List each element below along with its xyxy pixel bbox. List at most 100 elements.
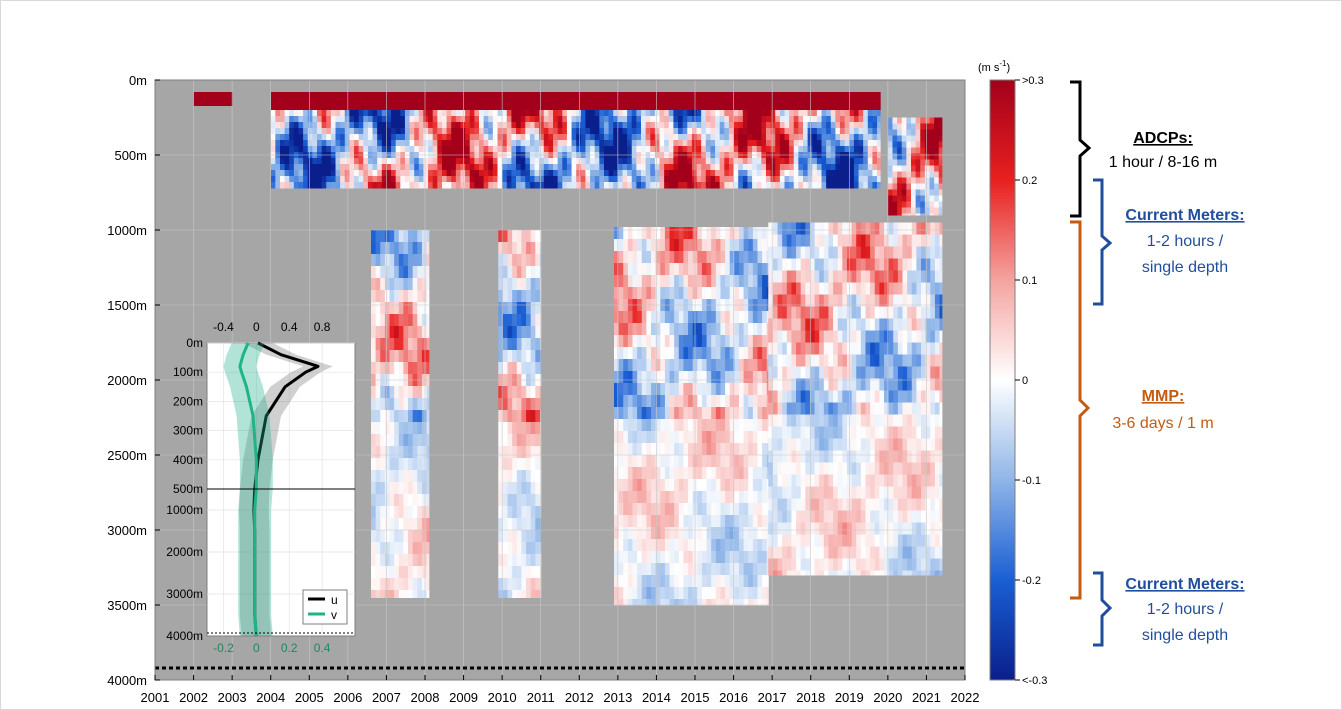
heatmap-cell: [738, 515, 745, 528]
heatmap-cell: [412, 494, 418, 507]
heatmap-cell: [738, 371, 745, 384]
heatmap-cell: [498, 350, 504, 363]
heatmap-cell: [840, 110, 846, 117]
heatmap-cell: [678, 110, 684, 117]
heatmap-cell: [421, 338, 428, 351]
heatmap-cell: [358, 128, 364, 135]
heatmap-cell: [858, 164, 864, 171]
heatmap-cell: [860, 450, 866, 463]
heatmap-cell: [432, 110, 438, 117]
heatmap-cell: [842, 390, 848, 403]
heatmap-cell: [752, 263, 758, 276]
heatmap-cell: [706, 275, 712, 288]
heatmap-cell: [724, 98, 730, 105]
heatmap-cell: [786, 546, 792, 559]
heatmap-cell: [636, 110, 642, 117]
heatmap-cell: [823, 246, 829, 259]
heatmap-cell: [400, 146, 406, 153]
heatmap-cell: [576, 110, 582, 117]
heatmap-cell: [762, 395, 768, 408]
heatmap-cell: [646, 551, 652, 564]
heatmap-cell: [696, 92, 702, 99]
heatmap-cell: [502, 230, 509, 243]
heatmap-cell: [835, 134, 841, 141]
heatmap-cell: [770, 134, 776, 141]
heatmap-cell: [632, 323, 638, 336]
heatmap-cell: [809, 534, 816, 547]
heatmap-cell: [637, 539, 643, 552]
heatmap-cell: [884, 450, 890, 463]
heatmap-cell: [637, 527, 643, 540]
heatmap-cell: [682, 182, 688, 189]
heatmap-cell: [516, 506, 522, 519]
heatmap-cell: [800, 246, 806, 259]
heatmap-cell: [682, 92, 688, 99]
heatmap-cell: [270, 134, 276, 141]
heatmap-cell: [326, 110, 332, 117]
heatmap-cell: [637, 599, 643, 606]
heatmap-cell: [842, 306, 848, 319]
heatmap-cell: [906, 159, 912, 166]
heatmap-cell: [576, 128, 582, 135]
heatmap-cell: [874, 342, 880, 355]
heatmap-cell: [298, 182, 304, 189]
heatmap-cell: [770, 170, 776, 177]
heatmap-cell: [892, 177, 898, 184]
heatmap-cell: [849, 164, 855, 171]
heatmap-cell: [833, 294, 839, 307]
heatmap-cell: [403, 530, 409, 543]
heatmap-cell: [381, 128, 387, 135]
heatmap-cell: [772, 318, 779, 331]
heatmap-cell: [375, 398, 381, 411]
heatmap-cell: [377, 164, 383, 171]
heatmap-cell: [938, 147, 943, 154]
heatmap-cell: [437, 140, 443, 147]
heatmap-cell: [856, 462, 862, 475]
heatmap-cell: [809, 510, 816, 523]
heatmap-cell: [507, 350, 513, 363]
heatmap-cell: [525, 104, 531, 111]
heatmap-cell: [557, 164, 563, 171]
heatmap-cell: [837, 510, 843, 523]
heatmap-cell: [404, 176, 411, 183]
heatmap-cell: [938, 123, 943, 130]
heatmap-cell: [312, 104, 318, 111]
heatmap-cell: [706, 359, 712, 372]
heatmap-cell: [576, 182, 582, 189]
heatmap-cell: [590, 128, 596, 135]
heatmap-cell: [585, 104, 591, 111]
heatmap-cell: [636, 146, 642, 153]
heatmap-cell: [403, 458, 409, 471]
heatmap-cell: [543, 128, 549, 135]
heatmap-cell: [766, 335, 769, 348]
heatmap-cell: [566, 158, 573, 165]
heatmap-cell: [451, 98, 457, 105]
heatmap-cell: [516, 458, 522, 471]
heatmap-cell: [805, 522, 811, 535]
heatmap-cell: [641, 407, 647, 420]
heatmap-cell: [363, 92, 369, 99]
heatmap-cell: [641, 515, 647, 528]
heatmap-cell: [488, 98, 494, 105]
heatmap-cell: [321, 104, 327, 111]
heatmap-cell: [375, 458, 381, 471]
heatmap-cell: [874, 234, 880, 247]
heatmap-cell: [766, 599, 769, 606]
heatmap-cell: [674, 443, 680, 456]
heatmap-cell: [782, 282, 788, 295]
heatmap-cell: [821, 134, 827, 141]
heatmap-cell: [701, 479, 708, 492]
heatmap-cell: [887, 159, 893, 166]
heatmap-cell: [618, 251, 624, 264]
heatmap-cell: [906, 117, 912, 124]
heatmap-cell: [571, 116, 577, 123]
heatmap-cell: [421, 554, 428, 567]
heatmap-cell: [842, 546, 848, 559]
heatmap-cell: [796, 426, 802, 439]
heatmap-cell: [791, 462, 797, 475]
heatmap-cell: [720, 335, 726, 348]
heatmap-cell: [590, 158, 596, 165]
heatmap-cell: [632, 443, 638, 456]
heatmap-cell: [705, 140, 711, 147]
heatmap-cell: [784, 176, 790, 183]
